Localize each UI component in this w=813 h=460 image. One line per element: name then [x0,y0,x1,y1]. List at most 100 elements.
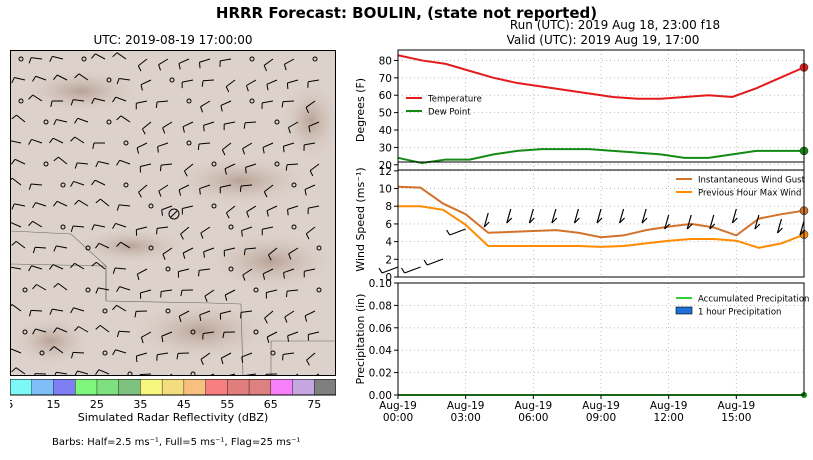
wind-barb-flag [285,291,288,298]
wind-barb-flag [112,349,116,356]
calm-wind-marker [316,287,322,293]
legend-label: Dew Point [428,108,471,118]
wind-barb-shaft [73,99,85,102]
wind-barb [596,217,603,224]
wind-barb-shaft [31,265,43,270]
wind-barb-shaft [136,100,148,104]
wind-barb-shaft [308,79,320,83]
wind-barb-shaft [179,310,190,317]
wind-barb-shaft [203,331,215,335]
wind-barb-flag [262,147,265,154]
wind-barb-shaft [245,373,257,375]
wind-barb-shaft [116,304,127,312]
calm-wind-marker [43,119,49,125]
wind-barb-flag [32,202,36,209]
wind-barb-flag [266,84,269,91]
calm-wind-marker [253,329,259,335]
calm-wind-marker [148,203,154,209]
wind-barb-flag [116,204,120,211]
colorbar-label: Simulated Radar Reflectivity (dBZ) [77,411,269,424]
wind-barb-shaft [141,331,152,338]
wind-barb-flag [309,170,314,177]
wind-barb-flag [116,159,121,166]
wind-barb-shaft [202,79,215,82]
wind-barb-shaft [94,179,106,186]
wind-barb-shaft [36,284,47,291]
wind-barb-flag [112,52,118,58]
wind-barb-shaft [178,268,190,273]
wind-barb-shaft [14,158,26,165]
wind-barb-flag [263,191,268,198]
wind-barb-shaft [203,247,215,253]
wind-barb [799,220,805,236]
wind-barb-flag [112,96,117,103]
wind-barb-shaft [199,184,211,190]
wind-barb-flag [182,126,185,133]
wind-barb-shaft [35,202,47,207]
wind-barb-shaft [161,163,173,166]
wind-barb-flag [241,230,243,237]
wind-barb-shaft [245,163,257,168]
wind-barb-shaft [220,184,232,188]
y-tick-label: 10 [379,184,392,196]
calm-wind-marker [190,371,196,375]
colorbar-bin [118,378,142,396]
x-tick-label-date: Aug-19 [582,400,620,412]
legend-label: 1 hour Precipitation [698,308,781,318]
wind-barb-flag [225,86,230,93]
wind-barb-flag [95,161,99,168]
wind-barb-shaft [283,268,295,274]
calm-wind-marker [169,77,175,83]
colorbar-bin [183,378,207,396]
wind-barb-shaft [287,79,299,84]
wind-barb [664,223,671,230]
radar-map[interactable] [10,50,336,376]
wind-barb-shaft [30,183,43,186]
y-tick-label: 0.02 [369,368,392,380]
wind-barb-shaft [98,369,110,375]
x-tick-label-date: Aug-19 [447,400,485,412]
wind-barb-flag [11,241,17,246]
wind-barb-shaft [210,373,215,375]
wind-barb-shaft [136,142,148,149]
wind-barb [664,214,670,230]
wind-barb-shaft [11,266,22,270]
wind-barb-shaft [119,77,131,81]
wind-barb-flag [91,179,96,186]
wind-barb-flag [199,314,202,321]
wind-barb-shaft [308,121,320,127]
wind-barb [596,208,602,224]
wind-barb-shaft [138,184,148,193]
wind-barb-flag [11,367,17,373]
valid-label: Valid (UTC): 2019 Aug 19, 17:00 [506,33,700,47]
wind-barb-shaft [52,137,64,144]
wind-barb-flag [266,210,269,217]
wind-barb-shaft [304,268,316,272]
wind-barb-shaft [199,58,211,63]
wind-barb-flag [288,253,292,260]
wind-barb-flag [53,327,58,333]
wind-barb-flag [159,165,162,172]
wind-barb-flag [70,262,75,269]
wind-barb-flag [197,143,200,150]
wind-barb-shaft [304,184,316,190]
wind-barb-flag [266,336,270,343]
wind-barb-shaft [34,246,47,249]
y-tick-label: 0.04 [369,345,393,357]
wind-barb-flag [284,316,288,323]
wind-barb-flag [112,223,117,229]
wind-barb-shaft [52,55,64,60]
wind-barb-flag [226,212,230,219]
wind-barb-flag [180,290,183,297]
wind-barb [528,208,534,224]
wind-barb-shaft [58,156,68,165]
wind-barb-shaft [182,121,194,128]
calm-wind-marker [60,224,66,230]
wind-barb [574,217,580,224]
wind-barb-shaft [78,326,89,333]
wind-barb-shaft [56,327,68,333]
wind-barb-shaft [139,373,152,375]
calm-wind-marker [18,98,24,104]
wind-barb-shaft [77,370,89,375]
wind-barb-flag [200,106,204,113]
